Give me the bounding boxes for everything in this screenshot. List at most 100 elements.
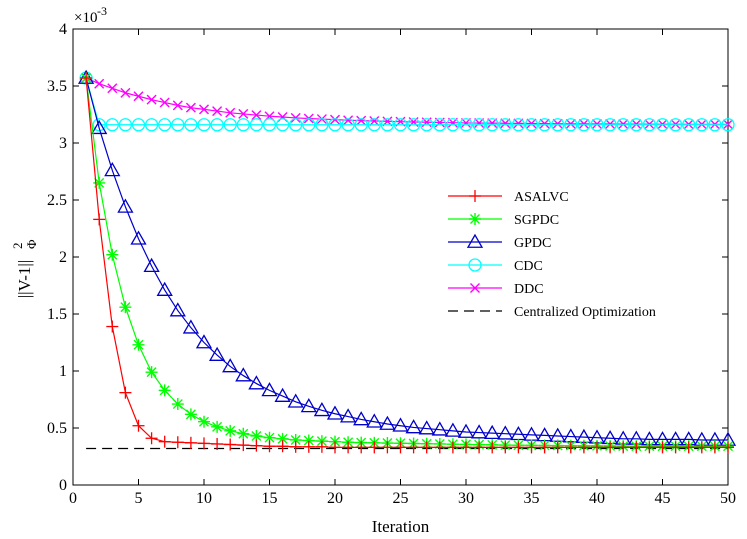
data-point-gpdc [326,405,344,420]
data-point-cdc [472,118,486,132]
data-point-gpdc [130,230,147,245]
plot-frame [72,28,729,486]
data-point-ddc [618,119,629,130]
data-point-gpdc [366,413,383,428]
data-point-cdc [249,118,264,132]
data-point-gpdc [195,334,213,349]
data-point-cdc [446,118,460,132]
y-tick-label: 2 [59,249,67,266]
legend-label-gpdc: GPDC [514,236,551,251]
data-point-sgpdc [184,408,197,421]
legend-label-sgpdc: SGPDC [514,213,559,228]
x-tick-label: 25 [393,490,409,507]
y-tick-label: 3.5 [47,78,67,95]
data-point-ddc [605,118,616,129]
x-tick-label: 15 [262,490,278,507]
data-point-ddc [631,119,642,130]
data-point-gpdc [248,375,265,390]
data-point-cdc [721,118,735,132]
data-point-gpdc [208,346,226,361]
x-tick-label: 0 [69,490,77,507]
data-point-gpdc [91,119,108,135]
data-point-cdc [485,118,499,132]
x-tick-label: 20 [327,490,343,507]
data-point-gpdc [444,422,462,437]
data-point-sgpdc [132,338,145,351]
data-point-cdc [682,118,696,132]
data-point-gpdc [431,421,448,436]
data-point-gpdc [156,281,173,296]
data-point-cdc [420,118,434,132]
data-point-cdc [616,118,630,132]
data-point-cdc [511,118,526,132]
y-axis-label-main: ||V-1|| [15,260,34,299]
data-point-ddc [172,100,183,111]
y-tick-label: 1.5 [47,306,67,323]
data-point-cdc [105,118,119,132]
data-point-ddc [251,110,262,121]
y-tick-label: 3 [59,135,67,152]
data-point-ddc [225,107,236,118]
legend-label-ddc: DDC [514,282,544,297]
data-point-ddc [369,116,380,126]
data-point-gpdc [169,302,186,317]
data-point-gpdc [313,402,331,417]
data-point-ddc [513,118,524,129]
data-point-sgpdc [302,434,315,447]
data-point-cdc [459,118,473,132]
data-point-cdc [328,118,342,132]
data-point-ddc [133,91,144,102]
data-point-sgpdc [224,424,237,437]
data-point-gpdc [339,408,357,423]
data-point-gpdc [470,424,488,439]
data-point-cdc [380,118,395,132]
data-point-sgpdc [263,431,276,444]
data-point-cdc [262,118,277,132]
y-exponent-base: ×10 [74,10,97,26]
y-axis-label-sub: Φ [24,239,39,249]
data-point-ddc [552,118,563,129]
legend-marker-ddc [470,283,480,293]
data-point-ddc [185,102,196,113]
data-point-gpdc [182,319,200,334]
legend-label-asalvc: ASALVC [514,190,569,205]
data-point-cdc [393,118,408,132]
data-point-cdc [498,118,512,132]
data-point-cdc [354,118,368,132]
y-exponent-power: -3 [97,4,107,18]
data-point-ddc [343,115,354,126]
data-point-cdc [315,118,329,132]
data-point-sgpdc [198,415,210,428]
y-tick-label: 0.5 [47,420,67,437]
data-point-gpdc [104,162,121,177]
data-point-ddc [592,118,602,129]
y-exponent-label: ×10 -3 [74,4,107,26]
data-point-gpdc [274,387,291,402]
x-tick-label: 50 [720,490,736,507]
data-point-gpdc [261,382,278,397]
data-point-gpdc [222,358,239,373]
series-cdc [79,71,735,132]
data-point-sgpdc [289,433,302,446]
data-point-gpdc [497,425,514,440]
data-point-cdc [642,118,657,132]
series-asalvc [80,72,734,454]
legend-marker-sgpdc [469,213,481,225]
data-point-ddc [290,112,301,123]
data-point-cdc [629,118,643,132]
data-point-gpdc [418,420,435,435]
data-point-gpdc [300,398,317,413]
data-point-sgpdc [119,301,132,314]
data-point-ddc [120,87,131,98]
data-point-cdc [564,118,578,132]
data-point-cdc [197,118,211,132]
data-point-ddc [159,97,170,108]
data-point-cdc [655,118,670,132]
legend-marker-gpdc [466,233,484,248]
data-point-cdc [184,118,198,132]
x-tick-label: 10 [196,490,212,507]
data-point-cdc [406,118,421,132]
data-point-cdc [210,118,224,132]
data-point-cdc [341,118,355,132]
